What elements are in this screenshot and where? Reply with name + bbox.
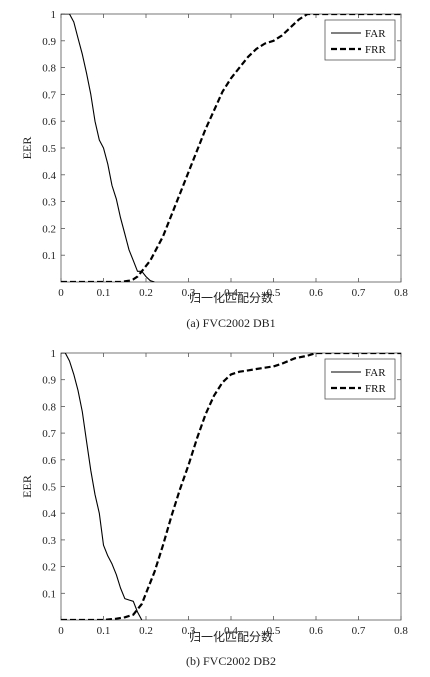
x-tick-label: 0.1 — [97, 287, 111, 299]
x-tick-label: 0 — [58, 625, 64, 637]
x-tick-label: 0.2 — [139, 625, 153, 637]
y-tick-label: 0.6 — [42, 116, 56, 128]
y-tick-label: 0.3 — [42, 535, 56, 547]
series-line-far — [61, 14, 155, 282]
y-axis-label: EER — [20, 475, 34, 498]
x-tick-label: 0.5 — [267, 287, 281, 299]
x-tick-label: 0.4 — [224, 287, 238, 299]
figure-caption: (a) FVC2002 DB1 — [186, 316, 275, 330]
y-tick-label: 0.8 — [42, 401, 56, 413]
y-tick-label: 0.9 — [42, 375, 56, 387]
series-line-far — [61, 353, 143, 620]
x-tick-label: 0.4 — [224, 625, 238, 637]
x-tick-label: 0.8 — [394, 287, 408, 299]
x-axis-label: 归一化匹配分数 — [189, 290, 273, 305]
y-tick-label: 0.6 — [42, 455, 56, 467]
legend-label-frr: FRR — [365, 383, 386, 395]
y-tick-label: 0.5 — [42, 143, 56, 155]
y-tick-label: 1 — [51, 348, 57, 360]
y-tick-label: 0.7 — [42, 89, 56, 101]
legend-box — [324, 358, 396, 400]
legend: FAR FRR — [324, 19, 396, 61]
legend-label-far: FAR — [365, 28, 386, 40]
x-tick-label: 0.5 — [267, 625, 281, 637]
y-tick-label: 0.8 — [42, 63, 56, 75]
legend-box — [324, 19, 396, 61]
y-tick-label: 0.7 — [42, 428, 56, 440]
y-axis-label: EER — [20, 137, 34, 160]
y-tick-label: 0.1 — [42, 588, 56, 600]
x-tick-label: 0 — [58, 287, 64, 299]
chart-panel-b: 0 0.1 0.2 0.3 0.4 0.5 0.6 0.7 0.8 0.1 0.2 0.3 0.4 0.5… — [20, 348, 408, 668]
y-tick-label: 1 — [51, 9, 57, 21]
y-tick-label: 0.5 — [42, 482, 56, 494]
legend-label-far: FAR — [365, 367, 386, 379]
y-tick-label: 0.2 — [42, 223, 56, 235]
x-tick-label: 0.7 — [352, 625, 366, 637]
chart-panel-a: 0 0.1 0.2 0.3 0.4 0.5 0.6 0.7 0.8 0.1 0.2 0.3 0.4 0.5… — [20, 9, 408, 330]
y-tick-label: 0.1 — [42, 250, 56, 262]
x-tick-label: 0.2 — [139, 287, 153, 299]
x-tick-label: 0.6 — [309, 625, 323, 637]
series-line-frr — [61, 14, 401, 282]
y-tick-label: 0.2 — [42, 562, 56, 574]
legend-label-frr: FRR — [365, 44, 386, 56]
y-tick-label: 0.4 — [42, 508, 56, 520]
x-tick-label: 0.7 — [352, 287, 366, 299]
x-tick-label: 0.8 — [394, 625, 408, 637]
x-tick-label: 0.3 — [182, 287, 196, 299]
y-tick-label: 0.9 — [42, 36, 56, 48]
x-tick-label: 0.1 — [97, 625, 111, 637]
series-line-frr — [61, 353, 401, 620]
figure-caption: (b) FVC2002 DB2 — [186, 654, 276, 668]
y-tick-label: 0.4 — [42, 170, 56, 182]
x-axis-label: 归一化匹配分数 — [189, 629, 273, 644]
x-tick-label: 0.3 — [182, 625, 196, 637]
legend: FAR FRR — [324, 358, 396, 400]
x-tick-label: 0.6 — [309, 287, 323, 299]
y-tick-label: 0.3 — [42, 197, 56, 209]
